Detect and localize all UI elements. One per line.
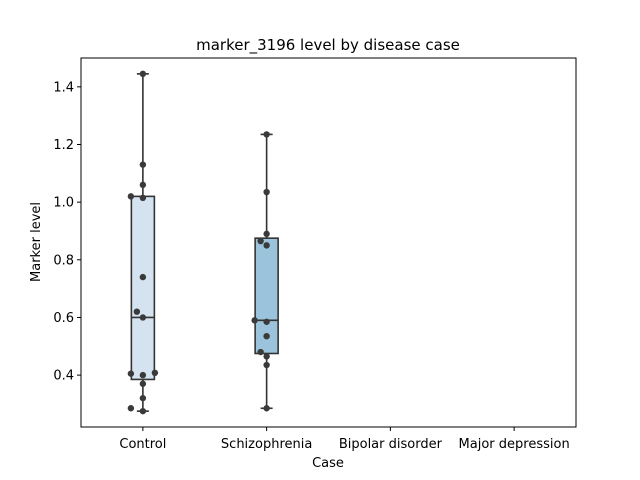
data-point: [139, 394, 147, 402]
plot-area: [127, 70, 279, 415]
data-point: [263, 318, 270, 325]
data-point: [151, 369, 159, 377]
box-schizophrenia: [251, 131, 279, 412]
y-tick-label: 0.8: [53, 253, 74, 268]
data-point: [139, 161, 147, 168]
data-point: [139, 273, 147, 281]
data-point: [263, 131, 270, 138]
y-tick-label: 1.2: [53, 138, 74, 153]
data-point: [139, 371, 147, 379]
y-axis-label: Marker level: [29, 202, 44, 282]
y-axis: 0.4 0.6 0.8 1.0 1.2 1.4: [53, 80, 81, 384]
data-point: [139, 181, 147, 189]
box-control: [127, 70, 159, 415]
chart-title: marker_3196 level by disease case: [196, 36, 460, 55]
data-point: [127, 193, 135, 200]
x-tick-label: Major depression: [459, 437, 570, 452]
y-tick-label: 1.4: [53, 80, 74, 95]
data-point: [257, 237, 264, 245]
x-axis: Control Schizophrenia Bipolar disorder Majo…: [119, 427, 570, 452]
data-point: [257, 348, 264, 356]
data-point: [139, 380, 147, 387]
data-point: [127, 405, 135, 412]
data-point: [139, 314, 147, 321]
data-point: [139, 407, 147, 415]
data-point: [251, 317, 258, 324]
data-point: [263, 353, 270, 360]
data-point: [263, 361, 270, 369]
data-point: [127, 370, 135, 377]
data-point: [263, 230, 270, 238]
y-tick-label: 1.0: [53, 196, 74, 211]
iqr-box: [130, 195, 156, 381]
data-point: [139, 70, 147, 78]
data-point: [263, 188, 270, 196]
x-tick-label: Bipolar disorder: [339, 437, 443, 452]
data-point: [263, 242, 270, 249]
y-tick-label: 0.4: [53, 369, 74, 384]
x-tick-label: Control: [119, 437, 166, 452]
y-tick-label: 0.6: [53, 311, 74, 326]
data-point: [133, 308, 141, 315]
data-point: [139, 194, 147, 202]
x-axis-label: Case: [312, 456, 344, 471]
data-point: [263, 405, 270, 412]
plot-frame: [80, 57, 577, 428]
data-point: [263, 332, 270, 340]
x-tick-label: Schizophrenia: [221, 437, 312, 452]
